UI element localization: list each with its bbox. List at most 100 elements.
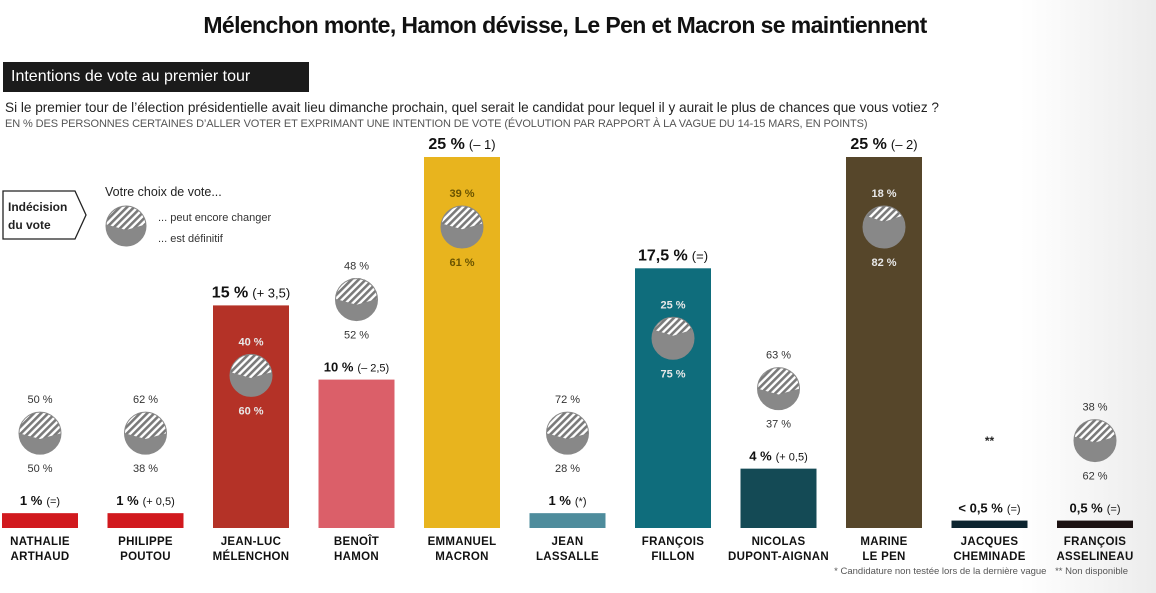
category-label-8-0: MARINE — [860, 536, 907, 548]
indecision-badge-line2: du vote — [8, 218, 51, 232]
may-change-label-3: 48 % — [344, 261, 369, 273]
category-label-3-1: HAMON — [334, 551, 379, 563]
category-label-1-0: PHILIPPE — [118, 536, 173, 548]
pie-10-hatch — [1074, 419, 1116, 443]
value-label-3: 10 % (– 2,5) — [324, 360, 389, 375]
pie-6-rim — [651, 316, 695, 360]
footnote-asterisk: * Candidature non testée lors de la dern… — [834, 566, 1047, 577]
change-9: (=) — [1007, 504, 1021, 516]
pie-1-rim — [124, 411, 167, 455]
definitive-label-5: 28 % — [555, 463, 580, 475]
may-change-label-4: 39 % — [449, 188, 474, 200]
value-5: 1 % — [548, 493, 571, 508]
value-label-8: 25 % (– 2) — [850, 136, 917, 153]
change-6: (=) — [692, 248, 708, 263]
definitive-label-6: 75 % — [660, 368, 685, 380]
value-label-1: 1 % (+ 0,5) — [116, 493, 175, 508]
category-label-9-1: CHEMINADE — [953, 551, 1025, 563]
may-change-label-6: 25 % — [660, 299, 685, 311]
indecision-badge — [2, 190, 87, 240]
chart-subtitle: EN % DES PERSONNES CERTAINES D’ALLER VOT… — [5, 118, 868, 130]
pie-0 — [18, 411, 62, 455]
pie-1-hatch — [124, 412, 167, 439]
category-label-0-1: ARTHAUD — [11, 551, 70, 563]
value-label-5: 1 % (*) — [548, 493, 586, 508]
pie-10-rim — [1073, 419, 1117, 463]
definitive-label-3: 52 % — [344, 330, 369, 342]
value-label-0: 1 % (=) — [20, 493, 60, 508]
pie-5-rim — [546, 411, 589, 455]
value-labels: 1 % (=) 1 % (+ 0,5)15 % (+ 3,5)10 % (– 2,5)25… — [20, 136, 1121, 516]
pie-7-rim — [757, 367, 800, 411]
change-5: (*) — [575, 496, 587, 508]
value-3: 10 % — [324, 360, 354, 375]
legend-pie-icon — [105, 205, 147, 247]
legend-may-change-label: ... peut encore changer — [158, 212, 271, 224]
category-label-6-1: FILLON — [651, 551, 694, 563]
category-label-2-1: MÉLENCHON — [213, 550, 290, 563]
category-label-5-0: JEAN — [552, 536, 584, 548]
change-10: (=) — [1107, 504, 1121, 516]
pie-2-hatch — [230, 354, 272, 378]
definitive-label-4: 61 % — [449, 257, 474, 269]
pie-4 — [440, 205, 484, 249]
pie-8-hatch — [866, 206, 902, 222]
value-label-2: 15 % (+ 3,5) — [212, 284, 290, 301]
pie-7 — [757, 367, 800, 411]
change-1: (+ 0,5) — [143, 496, 175, 508]
bar-5 — [529, 513, 606, 528]
pie-5-hatch — [546, 412, 589, 439]
bar-7 — [740, 468, 817, 528]
pie-3 — [335, 277, 378, 322]
pie-2-rim — [229, 353, 273, 397]
category-labels: NATHALIE ARTHAUD PHILIPPE POUTOU JEAN-LUC MÉL… — [10, 535, 1133, 563]
category-label-6-0: FRANÇOIS — [642, 536, 704, 548]
pie-10 — [1073, 419, 1117, 463]
category-label-10-1: ASSELINEAU — [1056, 551, 1133, 563]
change-3: (– 2,5) — [357, 363, 389, 375]
pie-4-rim — [440, 205, 484, 249]
chart-title: Mélenchon monte, Hamon dévisse, Le Pen e… — [203, 12, 927, 38]
category-label-3-0: BENOÎT — [334, 535, 379, 548]
legend: Indécision du vote Votre choix de vote..… — [2, 185, 271, 247]
value-label-9: < 0,5 % (=) — [958, 501, 1020, 516]
value-9: < 0,5 % — [958, 501, 1003, 516]
pie-6 — [651, 316, 695, 360]
bar-3 — [318, 379, 395, 528]
legend-heading: Votre choix de vote... — [105, 185, 222, 199]
pie-0-hatch — [19, 412, 61, 439]
pie-1 — [124, 411, 167, 455]
category-label-2-0: JEAN-LUC — [221, 536, 282, 548]
value-7: 4 % — [749, 449, 772, 464]
category-label-7-1: DUPONT-AIGNAN — [728, 551, 829, 563]
may-change-label-7: 63 % — [766, 350, 791, 362]
change-8: (– 2) — [891, 137, 918, 152]
value-label-7: 4 % (+ 0,5) — [749, 449, 808, 464]
may-change-label-5: 72 % — [555, 394, 580, 406]
pie-6-hatch — [653, 317, 693, 336]
pie-5 — [546, 411, 589, 455]
may-change-label-2: 40 % — [238, 336, 263, 348]
definitive-label-8: 82 % — [871, 257, 896, 269]
footnotes: * Candidature non testée lors de la dern… — [828, 566, 1128, 577]
pie-7-hatch — [757, 367, 800, 395]
may-change-label-0: 50 % — [27, 394, 52, 406]
definitive-label-1: 38 % — [133, 463, 158, 475]
category-label-8-1: LE PEN — [862, 551, 905, 563]
change-0: (=) — [46, 496, 60, 508]
bar-1 — [107, 513, 184, 528]
not-available-mark-9: ** — [985, 434, 995, 448]
section-heading: Intentions de vote au premier tour — [3, 62, 309, 92]
may-change-label-1: 62 % — [133, 394, 158, 406]
pies: 50 % 50 % 62 % 38 % 40 % 60 % 48 % 52 % 39 % 61 %… — [18, 188, 1117, 483]
category-label-4-0: EMMANUEL — [428, 536, 497, 548]
legend-definitive-label: ... est définitif — [158, 233, 224, 245]
value-0: 1 % — [20, 493, 43, 508]
value-1: 1 % — [116, 493, 139, 508]
value-10: 0,5 % — [1070, 501, 1104, 516]
pie-3-rim — [335, 278, 378, 322]
category-label-9-0: JACQUES — [961, 536, 1019, 548]
value-2: 15 % — [212, 284, 248, 301]
